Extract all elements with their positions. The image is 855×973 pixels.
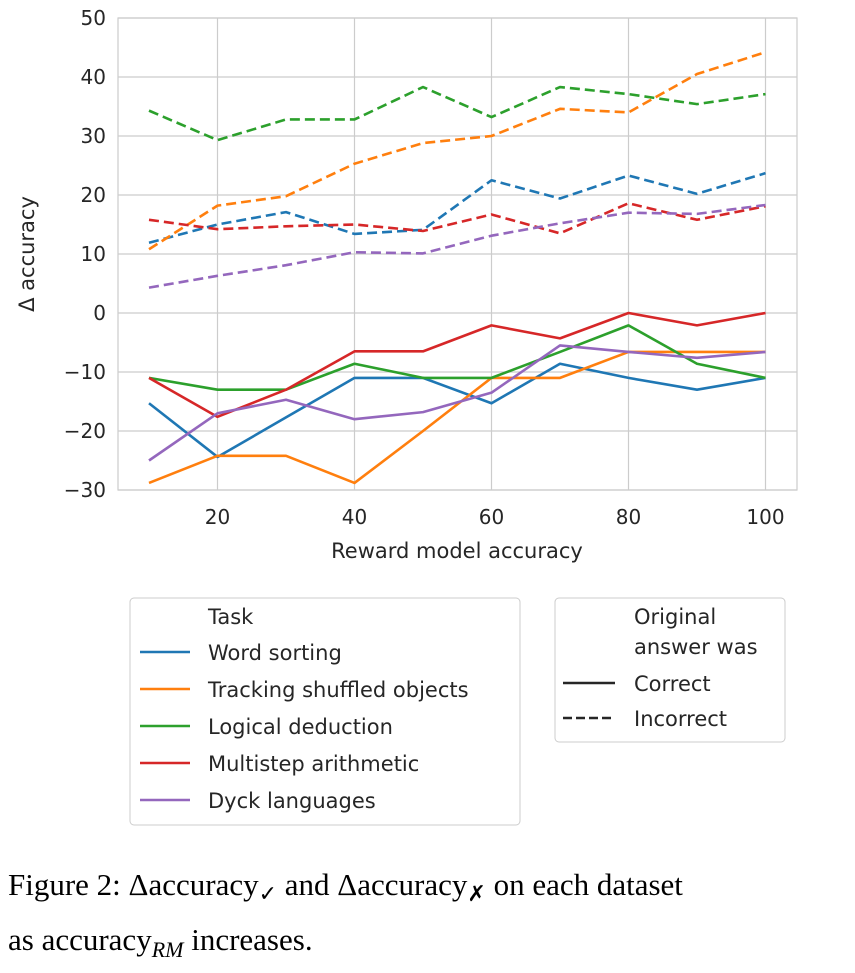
x-tick-label: 40 xyxy=(342,505,367,529)
legend-correct-label: Correct xyxy=(634,672,711,696)
caption-line2-suffix: increases. xyxy=(183,922,313,957)
caption-suffix: on each dataset xyxy=(485,867,683,902)
y-tick-label: 50 xyxy=(81,6,106,30)
grid xyxy=(118,17,797,491)
tick-labels: 20 40 60 80 100 −30 −20 −10 0 10 20 30 40 50 xyxy=(64,6,785,529)
y-axis-label: Δ accuracy xyxy=(15,196,39,312)
y-tick-label: 0 xyxy=(93,301,106,325)
series-line-logical-deduction-incorrect xyxy=(148,85,766,142)
plot-frame xyxy=(117,17,798,491)
legend-style: Original answer was Correct Incorrect xyxy=(554,597,786,743)
check-mark: ✓ xyxy=(258,881,278,906)
series-line-dyck-languages-incorrect xyxy=(148,203,766,289)
y-tick-label: −10 xyxy=(64,360,106,384)
series-line-word-sorting xyxy=(148,362,766,459)
series-group xyxy=(148,50,766,485)
x-tick-label: 60 xyxy=(479,505,504,529)
legend-style-title-1: Original xyxy=(634,605,716,629)
caption-middle: and Δaccuracy xyxy=(277,867,468,902)
x-tick-label: 100 xyxy=(746,505,784,529)
x-tick-label: 20 xyxy=(205,505,230,529)
legend-task-label: Logical deduction xyxy=(208,715,393,739)
caption-subscript: RM xyxy=(151,937,184,963)
series-line-word-sorting-incorrect xyxy=(148,171,766,245)
legend-task-title: Task xyxy=(207,605,254,629)
series-line-tracking-shuffled-objects-incorrect xyxy=(148,50,766,251)
series-line-multistep-arithmetic xyxy=(148,311,766,419)
chart: 20 40 60 80 100 −30 −20 −10 0 10 20 30 40 50 Reward m… xyxy=(15,6,798,826)
legend-style-title-2: answer was xyxy=(634,635,758,659)
series-line-logical-deduction xyxy=(148,324,766,392)
y-tick-label: −20 xyxy=(64,419,106,443)
series-line-tracking-shuffled-objects xyxy=(148,350,766,485)
caption-line2-prefix: as accuracy xyxy=(8,922,152,957)
figure-caption: Figure 2: Δaccuracy✓ and Δaccuracy✗ on e… xyxy=(8,862,683,973)
legend-incorrect-label: Incorrect xyxy=(634,707,727,731)
y-tick-label: 20 xyxy=(81,183,106,207)
legend-task-label: Tracking shuffled objects xyxy=(207,678,469,702)
legend-task-label: Word sorting xyxy=(208,641,342,665)
series-line-multistep-arithmetic-incorrect xyxy=(148,201,766,235)
y-tick-label: −30 xyxy=(64,478,106,502)
legend-task-label: Multistep arithmetic xyxy=(208,752,419,776)
legend-task: Task Word sorting Tracking shuffled objec… xyxy=(129,597,521,826)
y-tick-label: 10 xyxy=(81,242,106,266)
y-tick-label: 30 xyxy=(81,124,106,148)
x-tick-label: 80 xyxy=(616,505,641,529)
y-tick-label: 40 xyxy=(81,65,106,89)
cross-mark: ✗ xyxy=(467,881,486,906)
series-line-dyck-languages xyxy=(148,344,766,462)
x-axis-label: Reward model accuracy xyxy=(331,539,583,563)
caption-prefix: Figure 2: Δaccuracy xyxy=(8,867,259,902)
legend-task-label: Dyck languages xyxy=(208,789,376,813)
